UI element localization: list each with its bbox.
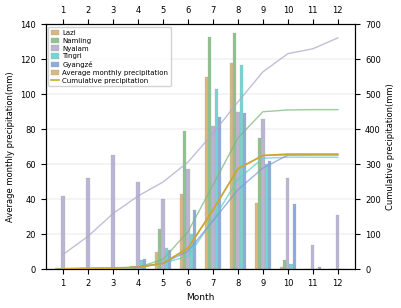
Bar	[336, 215, 339, 269]
Bar	[58, 268, 61, 269]
Bar	[61, 196, 65, 269]
Bar	[186, 169, 190, 269]
Bar	[130, 266, 133, 269]
Bar	[108, 268, 111, 269]
Bar	[55, 268, 58, 269]
Y-axis label: Average monthly precipitation(mm): Average monthly precipitation(mm)	[6, 71, 14, 222]
Bar	[161, 199, 164, 269]
X-axis label: Month: Month	[186, 294, 215, 302]
Bar	[105, 268, 108, 269]
Bar	[286, 178, 290, 269]
Bar	[261, 119, 265, 269]
Legend: Lazi, Namling, Nyalam, Tingri, Gyangzé, Average monthly precipitation, Cumulativ: Lazi, Namling, Nyalam, Tingri, Gyangzé, …	[49, 27, 171, 87]
Bar	[265, 164, 268, 269]
Bar	[208, 37, 211, 269]
Bar	[180, 194, 183, 269]
Bar	[236, 112, 239, 269]
Bar	[268, 161, 271, 269]
Bar	[255, 203, 258, 269]
Y-axis label: Cumulative precipitation(mm): Cumulative precipitation(mm)	[387, 83, 395, 210]
Bar	[280, 267, 283, 269]
Bar	[205, 77, 208, 269]
Bar	[183, 131, 186, 269]
Bar	[155, 252, 158, 269]
Bar	[80, 268, 83, 269]
Bar	[293, 205, 296, 269]
Bar	[311, 245, 314, 269]
Bar	[140, 261, 143, 269]
Bar	[111, 156, 115, 269]
Bar	[136, 182, 140, 269]
Bar	[190, 234, 193, 269]
Bar	[283, 261, 286, 269]
Bar	[168, 250, 171, 269]
Bar	[83, 268, 87, 269]
Bar	[133, 266, 136, 269]
Bar	[239, 64, 243, 269]
Bar	[258, 138, 261, 269]
Bar	[218, 117, 221, 269]
Bar	[164, 248, 168, 269]
Bar	[211, 126, 215, 269]
Bar	[230, 63, 233, 269]
Bar	[87, 178, 90, 269]
Bar	[290, 264, 293, 269]
Bar	[193, 210, 196, 269]
Bar	[233, 33, 236, 269]
Bar	[318, 267, 321, 269]
Bar	[243, 113, 246, 269]
Bar	[143, 259, 146, 269]
Bar	[158, 229, 161, 269]
Bar	[215, 89, 218, 269]
